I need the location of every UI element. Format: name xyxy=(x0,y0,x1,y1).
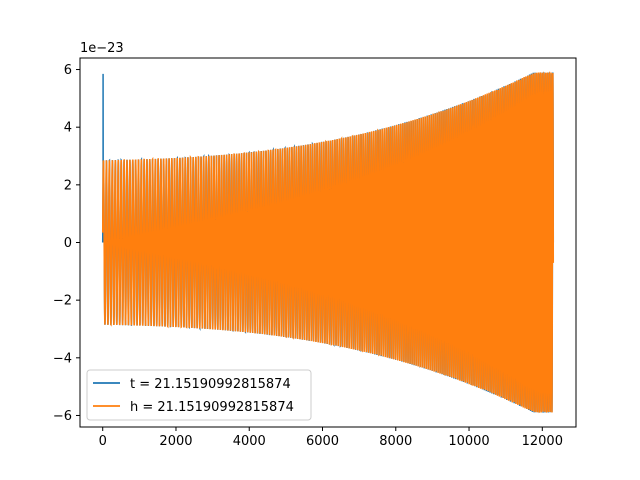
x-axis: 0 2000 4000 6000 8000 10000 12000 xyxy=(99,427,563,449)
y-axis: −6 −4 −2 0 2 4 6 xyxy=(53,63,80,424)
legend-label-t: t = 21.15190992815874 xyxy=(130,377,291,392)
y-tick-label: 6 xyxy=(64,63,72,78)
legend-box xyxy=(86,369,312,421)
y-tick-label: −6 xyxy=(53,409,72,424)
y-tick-label: −4 xyxy=(53,351,72,366)
y-tick-label: −2 xyxy=(53,294,72,309)
legend-label-h: h = 21.15190992815874 xyxy=(130,400,294,415)
x-tick-label: 10000 xyxy=(448,434,489,449)
x-tick-label: 8000 xyxy=(379,434,412,449)
series-line-h xyxy=(101,71,555,413)
y-tick-label: 2 xyxy=(64,178,72,193)
x-tick-label: 2000 xyxy=(159,434,192,449)
y-tick-label: 0 xyxy=(64,236,72,251)
x-tick-label: 4000 xyxy=(233,434,266,449)
series-layer xyxy=(101,71,555,414)
x-tick-label: 6000 xyxy=(306,434,339,449)
y-offset-label: 1e−23 xyxy=(80,41,124,56)
y-tick-label: 4 xyxy=(64,121,72,136)
x-tick-label: 0 xyxy=(99,434,107,449)
x-tick-label: 12000 xyxy=(522,434,563,449)
legend: t = 21.15190992815874 h = 21.15190992815… xyxy=(86,369,312,421)
